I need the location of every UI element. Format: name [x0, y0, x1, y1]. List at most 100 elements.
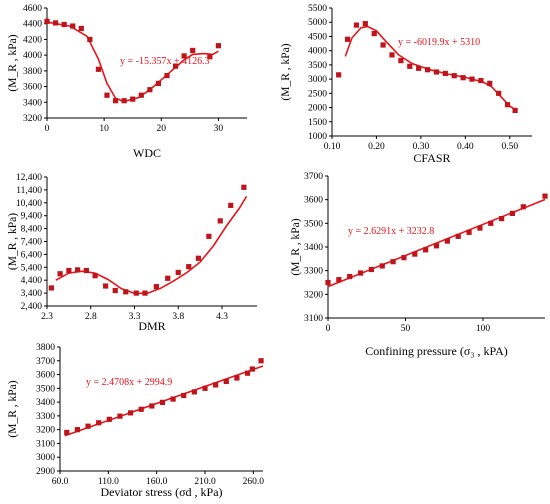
x-tick-label: 4.3	[216, 312, 228, 322]
y-tick-label: 2,400	[21, 302, 43, 312]
data-point	[433, 243, 440, 249]
data-point	[451, 73, 457, 79]
data-point	[512, 107, 518, 113]
data-point	[147, 87, 153, 93]
y-tick-label: 3000	[308, 75, 327, 85]
data-point	[112, 287, 118, 294]
regression-equation: y = 2.4708x + 2994.9	[86, 377, 172, 388]
data-point	[433, 69, 440, 75]
chart-panel-2: 1000 1500 2000 2500 3000 3500 4000 4500 5000 5500…	[280, 4, 532, 165]
y-axis-label: (M_R , kPa)	[280, 43, 292, 100]
y-tick-label: 3000	[36, 453, 55, 463]
x-tick-label: 210.0	[194, 477, 216, 487]
y-tick-label: 3800	[36, 343, 55, 353]
x-tick-label: 0.20	[368, 142, 385, 152]
x-tick-label: 0	[326, 324, 331, 334]
y-tick-label: 3400	[23, 98, 42, 108]
trend-line	[327, 198, 546, 288]
y-tick-label: 3500	[36, 384, 55, 394]
data-point	[104, 92, 110, 98]
x-axis-label: DMR	[138, 319, 165, 333]
data-point	[244, 370, 251, 376]
y-axis-label: (M_R , kPa)	[7, 380, 19, 437]
data-point	[442, 70, 448, 77]
data-point	[234, 375, 240, 381]
data-point	[217, 218, 223, 224]
data-point	[477, 225, 483, 231]
data-point	[117, 413, 123, 419]
data-point	[207, 54, 213, 60]
chart-panel-5: 2900 3000 3100 3200 3300 3400 3500 3600 3700 3800…	[7, 343, 264, 499]
y-axis-label: (M_R , kPa)	[7, 213, 19, 270]
data-point	[123, 289, 129, 295]
y-tick-label: 4000	[23, 51, 42, 61]
y-tick-label: 7,400	[21, 238, 43, 248]
data-point	[96, 420, 102, 426]
y-tick-label: 5000	[308, 18, 327, 28]
data-point	[57, 271, 63, 277]
x-tick-label: 3.8	[172, 312, 184, 322]
data-point	[389, 52, 395, 58]
data-point	[195, 255, 201, 261]
y-tick-label: 3400	[36, 398, 55, 408]
data-point	[213, 382, 219, 388]
data-point	[258, 358, 264, 364]
y-tick-label: 4000	[308, 47, 327, 57]
data-point	[424, 67, 431, 73]
x-tick-label: 0.30	[413, 142, 430, 152]
data-point	[466, 229, 472, 235]
x-tick-label: 0.50	[501, 142, 518, 152]
data-point	[48, 285, 54, 291]
data-point	[66, 267, 72, 274]
data-point	[380, 42, 386, 48]
y-tick-label: 6,400	[21, 250, 43, 260]
y-tick-label: 3200	[36, 426, 55, 436]
y-tick-label: 5500	[308, 4, 327, 14]
regression-equation: y = -15.357x + 4126.3	[120, 56, 210, 67]
data-point	[444, 238, 450, 244]
data-point	[103, 283, 109, 289]
chart-panel-4: 3100 3200 3300 3400 3500 3600 3700 0 50 100 Confin…	[290, 172, 548, 358]
data-point	[138, 92, 144, 98]
y-tick-label: 3800	[23, 67, 42, 77]
data-point	[52, 20, 59, 26]
y-tick-label: 3100	[36, 439, 55, 449]
data-point	[412, 251, 418, 257]
data-point	[112, 98, 119, 104]
x-tick-label: 260.0	[243, 477, 265, 487]
x-tick-label: 0.10	[324, 142, 341, 152]
x-axis-label: WDC	[133, 146, 161, 160]
y-tick-label: 3700	[36, 357, 55, 367]
y-tick-label: 10,400	[16, 199, 42, 209]
y-tick-label: 4400	[23, 20, 42, 30]
y-tick-label: 3300	[304, 267, 323, 277]
trend-line	[46, 21, 219, 103]
data-point	[159, 399, 166, 405]
data-point	[504, 102, 511, 108]
data-point	[181, 53, 187, 59]
y-tick-label: 4500	[308, 32, 327, 42]
y-tick-label: 3100	[304, 314, 323, 324]
data-point	[336, 72, 342, 78]
y-tick-label: 3,400	[21, 289, 43, 299]
data-point	[460, 75, 466, 81]
data-point	[70, 23, 76, 29]
data-point	[357, 270, 364, 276]
y-tick-label: 4600	[23, 4, 42, 14]
data-point	[44, 18, 50, 24]
data-point	[181, 392, 187, 399]
data-point	[215, 43, 222, 49]
data-point	[344, 36, 351, 42]
chart-panel-1: 3200 3400 3600 3800 4000 4200 4400 4600 0 10 20 30 W…	[7, 4, 247, 160]
y-tick-label: 2000	[308, 104, 327, 114]
y-tick-label: 3600	[304, 196, 323, 206]
data-point	[241, 184, 247, 190]
data-point	[390, 259, 396, 265]
y-tick-label: 12,400	[16, 173, 42, 183]
x-tick-label: 3.3	[129, 312, 141, 322]
data-point	[398, 58, 404, 64]
data-point	[542, 193, 548, 199]
y-axis-label: (M_R , kPa)	[290, 218, 302, 275]
y-axis-label: (M_R , kPa)	[7, 34, 19, 91]
